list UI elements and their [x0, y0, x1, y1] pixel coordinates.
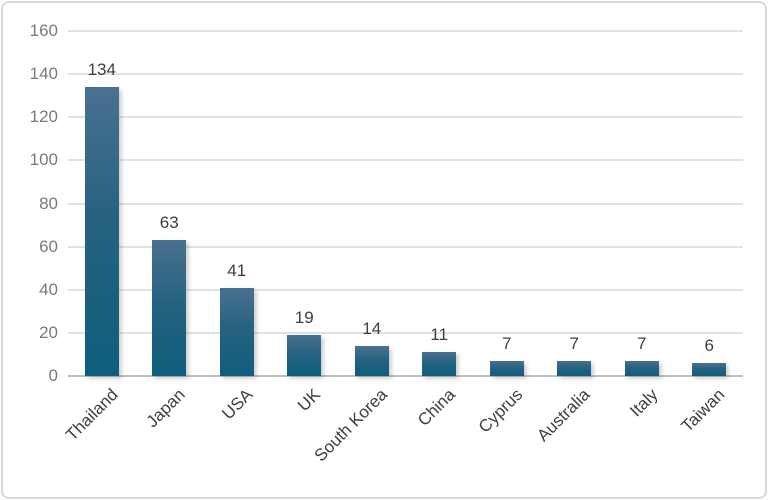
gridline [68, 331, 743, 334]
bar [354, 345, 389, 376]
gridline [68, 30, 743, 32]
bar [422, 352, 457, 376]
bar [692, 363, 727, 376]
bar [489, 360, 524, 376]
bar-value-label: 63 [159, 213, 179, 233]
bar-value-label: 19 [294, 308, 314, 328]
gridline [68, 159, 743, 162]
bar-value-label: 134 [87, 60, 116, 80]
y-axis-tick-label: 120 [29, 107, 58, 127]
bar [624, 360, 659, 376]
bar-value-label: 14 [362, 318, 382, 338]
x-axis-line [68, 375, 743, 377]
y-axis-tick-label: 60 [39, 236, 58, 256]
y-axis-tick-label: 140 [29, 64, 58, 84]
bar-value-label: 7 [502, 333, 512, 353]
y-axis-tick-label: 160 [29, 21, 58, 40]
y-axis-tick-label: 100 [29, 150, 58, 170]
bar-value-label: 6 [704, 336, 714, 356]
bar-value-label: 7 [637, 333, 647, 353]
gridline [68, 202, 743, 205]
bar-value-label: 41 [227, 260, 247, 280]
bar [557, 360, 592, 376]
bar-value-label: 7 [569, 333, 579, 353]
bar [152, 240, 187, 376]
gridline [68, 288, 743, 291]
bar [219, 287, 254, 376]
bar [287, 335, 322, 376]
y-axis-tick-label: 40 [39, 279, 58, 299]
bar-value-label: 11 [430, 325, 449, 345]
y-axis-tick-label: 20 [39, 322, 58, 342]
gridline [68, 73, 743, 76]
gridline [68, 245, 743, 248]
y-axis-tick-label: 80 [39, 193, 58, 213]
y-axis-tick-label: 0 [48, 366, 58, 385]
bar [84, 87, 119, 376]
gridline [68, 116, 743, 119]
